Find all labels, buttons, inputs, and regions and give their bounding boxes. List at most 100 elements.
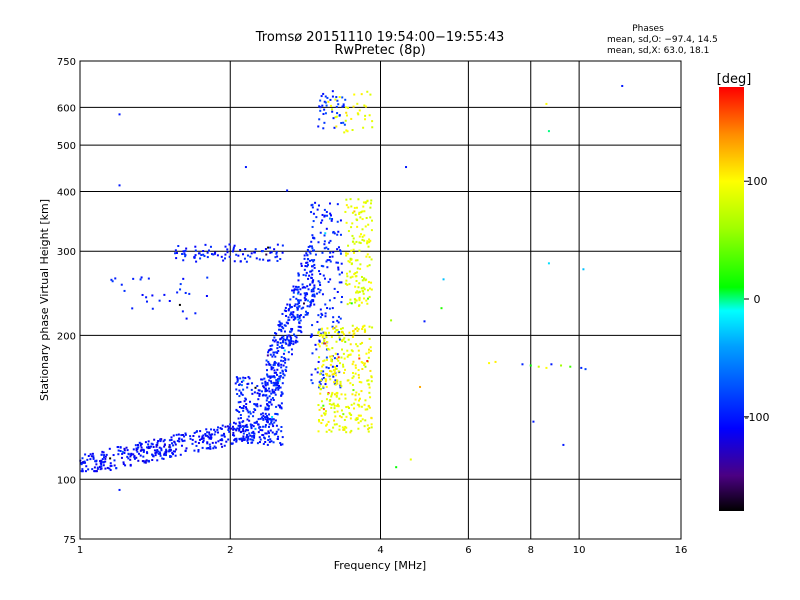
data-point [359, 242, 362, 245]
data-point [370, 229, 373, 232]
data-point [195, 260, 198, 263]
data-point [300, 264, 303, 267]
data-point [264, 388, 267, 391]
data-point [210, 253, 213, 256]
data-point [353, 251, 356, 254]
data-point [328, 241, 331, 244]
data-point [297, 279, 300, 282]
data-point [246, 386, 249, 389]
data-point [325, 227, 328, 230]
data-point [319, 109, 322, 112]
data-point [352, 329, 355, 332]
data-point [324, 232, 327, 235]
data-point [280, 366, 283, 369]
data-point [169, 449, 172, 452]
data-point [198, 435, 201, 438]
data-point [129, 455, 132, 458]
data-point [143, 461, 146, 464]
data-point [324, 412, 327, 415]
data-point [342, 352, 345, 355]
data-point [325, 430, 328, 433]
data-point [184, 255, 187, 258]
data-point [244, 248, 247, 251]
data-point [237, 424, 240, 427]
data-point [322, 373, 325, 376]
data-point [340, 301, 343, 304]
data-point [238, 428, 241, 431]
data-point [288, 303, 291, 306]
data-point [297, 325, 300, 328]
data-point [364, 419, 367, 422]
data-point [366, 265, 369, 268]
data-point [156, 459, 159, 462]
data-point [320, 414, 323, 417]
data-point [352, 360, 355, 363]
x-tick-label: 4 [377, 545, 383, 556]
data-point [345, 252, 348, 255]
data-point [266, 419, 269, 422]
data-point [273, 351, 276, 354]
data-point [258, 441, 261, 444]
data-point [297, 272, 300, 275]
data-point [318, 356, 321, 359]
data-point [180, 434, 183, 437]
data-point [191, 442, 194, 445]
data-point [343, 427, 346, 430]
data-point [285, 342, 288, 345]
data-point [292, 291, 295, 294]
data-point [345, 221, 348, 224]
data-point [326, 374, 329, 377]
data-point [234, 437, 237, 440]
data-point [92, 457, 95, 460]
data-point [168, 444, 171, 447]
data-point [333, 232, 336, 235]
data-point [326, 307, 329, 310]
data-point [359, 267, 362, 270]
data-point [238, 395, 241, 398]
data-point [340, 122, 343, 125]
data-point [322, 113, 325, 116]
data-point [328, 402, 331, 405]
data-point [367, 297, 370, 300]
data-point [278, 375, 281, 378]
data-point [247, 429, 250, 432]
data-point [113, 459, 116, 462]
data-point [339, 250, 342, 253]
data-point [242, 379, 245, 382]
data-point [321, 365, 324, 368]
data-point [273, 340, 276, 343]
data-point [347, 405, 350, 408]
data-point [547, 262, 550, 265]
data-point [132, 448, 135, 451]
data-point [81, 470, 84, 473]
data-point [347, 338, 350, 341]
data-point [258, 436, 261, 439]
data-point [332, 117, 335, 120]
data-point [275, 387, 278, 390]
data-point [334, 98, 337, 101]
data-point [234, 382, 237, 385]
data-point [336, 379, 339, 382]
colorbar-tick-label: -100 [745, 411, 770, 424]
data-point [103, 456, 106, 459]
data-point [119, 446, 122, 449]
data-point [147, 277, 150, 280]
data-point [238, 389, 241, 392]
x-tick-label: 16 [675, 545, 688, 556]
data-point [344, 368, 347, 371]
data-point [317, 330, 320, 333]
data-point [311, 225, 314, 228]
data-point [317, 314, 320, 317]
data-point [329, 214, 332, 217]
data-point [189, 437, 192, 440]
data-point [317, 288, 320, 291]
data-point [239, 377, 242, 380]
data-point [268, 401, 271, 404]
data-point [311, 382, 314, 385]
data-point [550, 363, 553, 366]
data-point [330, 104, 333, 107]
data-point [84, 453, 87, 456]
data-point [545, 366, 548, 369]
data-point [249, 423, 252, 426]
data-point [327, 100, 330, 103]
